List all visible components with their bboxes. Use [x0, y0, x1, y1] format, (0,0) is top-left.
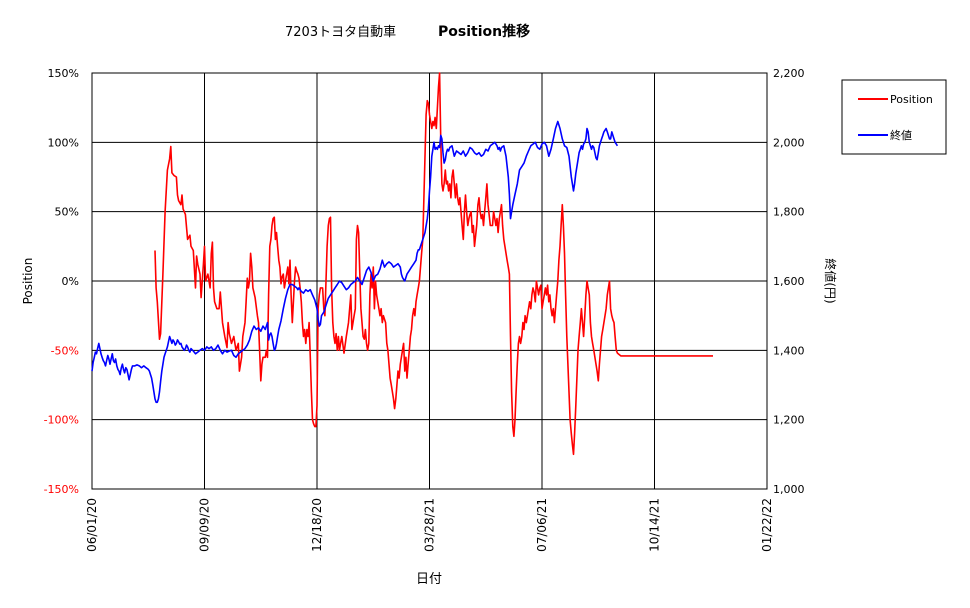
series-line-close — [91, 120, 619, 404]
y-left-tick-label: 50% — [55, 206, 79, 219]
series-line-position — [154, 72, 713, 456]
y-left-axis-label: Position — [21, 258, 35, 305]
y-right-axis-label: 終値(円) — [823, 258, 838, 303]
y-left-tick-label: -50% — [51, 344, 79, 357]
chart-title-main: Position推移 — [438, 23, 530, 40]
y-right-tick-label: 2,200 — [773, 67, 805, 80]
y-right-tick-label: 1,400 — [773, 344, 805, 357]
x-tick-label: 09/09/20 — [198, 498, 212, 552]
x-tick-labels: 06/01/20 09/09/20 12/18/20 03/28/21 07/06/21… — [85, 498, 774, 552]
x-tick-label: 07/06/21 — [535, 498, 549, 552]
y-right-tick-label: 1,000 — [773, 483, 805, 496]
y-left-tick-label: -100% — [44, 414, 79, 427]
chart-title-stock: 7203トヨタ自動車 — [285, 25, 396, 40]
y-left-tick-label: -150% — [44, 483, 79, 496]
plot-area-frame — [91, 72, 768, 490]
legend-label-position: Position — [890, 93, 933, 106]
y-right-tick-label: 2,000 — [773, 136, 805, 149]
y-left-tick-label: 100% — [48, 136, 79, 149]
x-axis-label: 日付 — [416, 572, 442, 587]
x-tick-label: 03/28/21 — [423, 498, 437, 552]
legend-label-close: 終値 — [890, 128, 912, 142]
x-tick-label: 06/01/20 — [85, 498, 99, 552]
x-tick-label: 10/14/21 — [648, 498, 662, 552]
x-tick-label: 01/22/22 — [760, 498, 774, 552]
y-left-tick-label: 150% — [48, 67, 79, 80]
y-right-tick-labels: 2,200 2,000 1,800 1,600 1,400 1,200 1,000 — [773, 67, 805, 496]
legend-box — [841, 79, 947, 155]
y-right-tick-label: 1,800 — [773, 206, 805, 219]
y-left-tick-label: 0% — [62, 275, 79, 288]
y-right-tick-label: 1,200 — [773, 414, 805, 427]
y-right-tick-label: 1,600 — [773, 275, 805, 288]
series-layer — [91, 72, 713, 456]
grid-lines — [91, 72, 768, 490]
y-left-tick-labels: 150% 100% 50% 0% -50% -100% -150% — [44, 67, 79, 496]
x-tick-label: 12/18/20 — [310, 498, 324, 552]
legend: Position 終値 — [841, 79, 947, 155]
